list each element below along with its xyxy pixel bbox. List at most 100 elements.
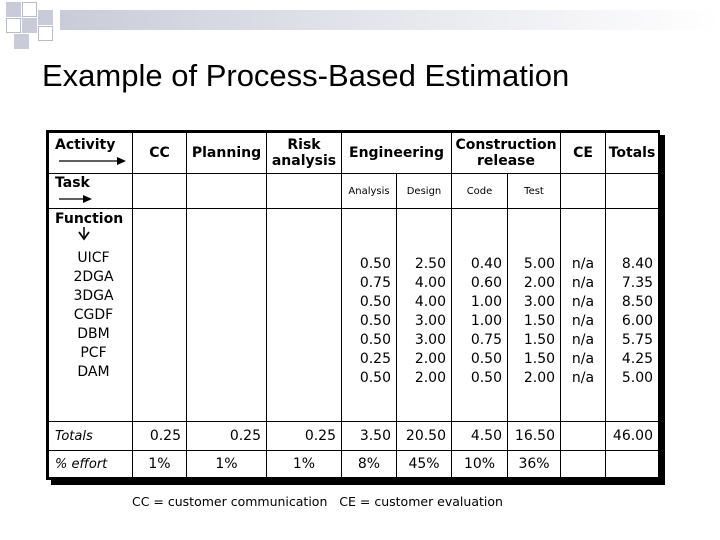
decorative-square xyxy=(38,10,53,25)
estimation-table: Activity CC Planning Risk analysis Engin… xyxy=(46,130,660,480)
value-cell: 1.50 xyxy=(523,312,556,329)
effort-analysis: 8% xyxy=(341,450,397,478)
arrow-down-icon xyxy=(78,226,90,241)
value-cell: 3.00 xyxy=(523,293,556,310)
value-cell: 0.50 xyxy=(359,255,391,272)
empty-cell xyxy=(186,173,267,209)
value-cell: 0.60 xyxy=(470,274,502,291)
activity-label: Activity xyxy=(55,137,116,154)
test-subheader: Test xyxy=(506,173,562,209)
totals-ce xyxy=(560,421,607,452)
value-cell: 3.00 xyxy=(414,312,446,329)
value-cell: 0.50 xyxy=(470,350,502,367)
value-cell: n/a xyxy=(571,293,595,310)
empty-cell xyxy=(266,207,342,423)
value-cell: 2.00 xyxy=(414,369,446,386)
empty-cell xyxy=(186,207,267,423)
totals-grand: 46.00 xyxy=(605,421,660,452)
value-cell: 2.00 xyxy=(414,350,446,367)
effort-test: 36% xyxy=(506,450,562,478)
value-cell: n/a xyxy=(571,350,595,367)
value-cell: 0.50 xyxy=(470,369,502,386)
task-header: Task xyxy=(48,173,133,209)
effort-risk: 1% xyxy=(266,450,342,478)
decorative-square xyxy=(22,2,37,17)
value-cell: 0.75 xyxy=(359,274,391,291)
empty-cell xyxy=(132,207,187,423)
empty-cell xyxy=(560,173,607,209)
effort-design: 45% xyxy=(396,450,452,478)
empty-cell xyxy=(266,173,342,209)
totals-header: Totals xyxy=(605,131,660,175)
effort-row-label: % effort xyxy=(48,450,133,478)
ce-header: CE xyxy=(560,131,607,175)
function-label: Function xyxy=(55,210,124,227)
value-cell: 2.00 xyxy=(523,369,556,386)
function-name: 3DGA xyxy=(73,287,114,304)
arrow-right-icon xyxy=(59,195,92,204)
decorative-square xyxy=(14,34,29,49)
footnote: CC = customer communication CE = custome… xyxy=(132,494,503,509)
value-cell: n/a xyxy=(571,369,595,386)
totals-test: 16.50 xyxy=(506,421,562,452)
value-cell: 8.40 xyxy=(621,255,654,272)
function-column: Function UICF 2DGA 3DGA CGDF DBM PCF DAM xyxy=(48,207,133,423)
totals-planning: 0.25 xyxy=(186,421,267,452)
value-cell: 4.25 xyxy=(621,350,654,367)
ce-column: n/a n/a n/a n/a n/a n/a n/a xyxy=(560,207,607,423)
risk-analysis-header: Risk analysis xyxy=(266,131,342,175)
function-name: DAM xyxy=(77,363,110,380)
code-column: 0.40 0.60 1.00 1.00 0.75 0.50 0.50 xyxy=(451,207,508,423)
test-column: 5.00 2.00 3.00 1.50 1.50 1.50 2.00 xyxy=(506,207,562,423)
totals-code: 4.50 xyxy=(451,421,508,452)
value-cell: 0.50 xyxy=(359,369,391,386)
value-cell: 5.00 xyxy=(621,369,654,386)
value-cell: 0.75 xyxy=(470,331,502,348)
arrow-right-icon xyxy=(59,157,126,166)
value-cell: 1.50 xyxy=(523,331,556,348)
function-name: DBM xyxy=(77,325,110,342)
page-title: Example of Process-Based Estimation xyxy=(42,58,570,93)
value-cell: 5.00 xyxy=(523,255,556,272)
activity-header: Activity xyxy=(48,131,133,175)
value-cell: 4.00 xyxy=(414,293,446,310)
value-cell: 5.75 xyxy=(621,331,654,348)
effort-cc: 1% xyxy=(132,450,187,478)
function-name: PCF xyxy=(80,344,107,361)
totals-cc: 0.25 xyxy=(132,421,187,452)
decorative-gradient-bar xyxy=(60,10,720,30)
value-cell: n/a xyxy=(571,255,595,272)
totals-analysis: 3.50 xyxy=(341,421,397,452)
decorative-square xyxy=(6,2,21,17)
empty-cell xyxy=(132,173,187,209)
value-cell: 1.00 xyxy=(470,312,502,329)
value-cell: 7.35 xyxy=(621,274,654,291)
totals-design: 20.50 xyxy=(396,421,452,452)
totals-risk: 0.25 xyxy=(266,421,342,452)
function-name: UICF xyxy=(77,249,110,266)
value-cell: 6.00 xyxy=(621,312,654,329)
analysis-column: 0.50 0.75 0.50 0.50 0.50 0.25 0.50 xyxy=(341,207,397,423)
effort-planning: 1% xyxy=(186,450,267,478)
value-cell: 0.25 xyxy=(359,350,391,367)
value-cell: 8.50 xyxy=(621,293,654,310)
design-subheader: Design xyxy=(396,173,452,209)
construction-release-header: Construction release xyxy=(450,131,562,175)
value-cell: n/a xyxy=(571,331,595,348)
effort-code: 10% xyxy=(451,450,508,478)
function-name: CGDF xyxy=(73,306,114,323)
value-cell: 2.50 xyxy=(414,255,446,272)
value-cell: 1.00 xyxy=(470,293,502,310)
decorative-square xyxy=(38,26,53,41)
value-cell: n/a xyxy=(571,274,595,291)
design-column: 2.50 4.00 4.00 3.00 3.00 2.00 2.00 xyxy=(396,207,452,423)
value-cell: n/a xyxy=(571,312,595,329)
totals-column: 8.40 7.35 8.50 6.00 5.75 4.25 5.00 xyxy=(605,207,660,423)
decorative-square xyxy=(6,18,21,33)
analysis-subheader: Analysis xyxy=(341,173,397,209)
totals-row-label: Totals xyxy=(48,421,133,452)
effort-totals xyxy=(605,450,660,478)
value-cell: 2.00 xyxy=(523,274,556,291)
value-cell: 1.50 xyxy=(523,350,556,367)
task-label: Task xyxy=(55,175,90,192)
